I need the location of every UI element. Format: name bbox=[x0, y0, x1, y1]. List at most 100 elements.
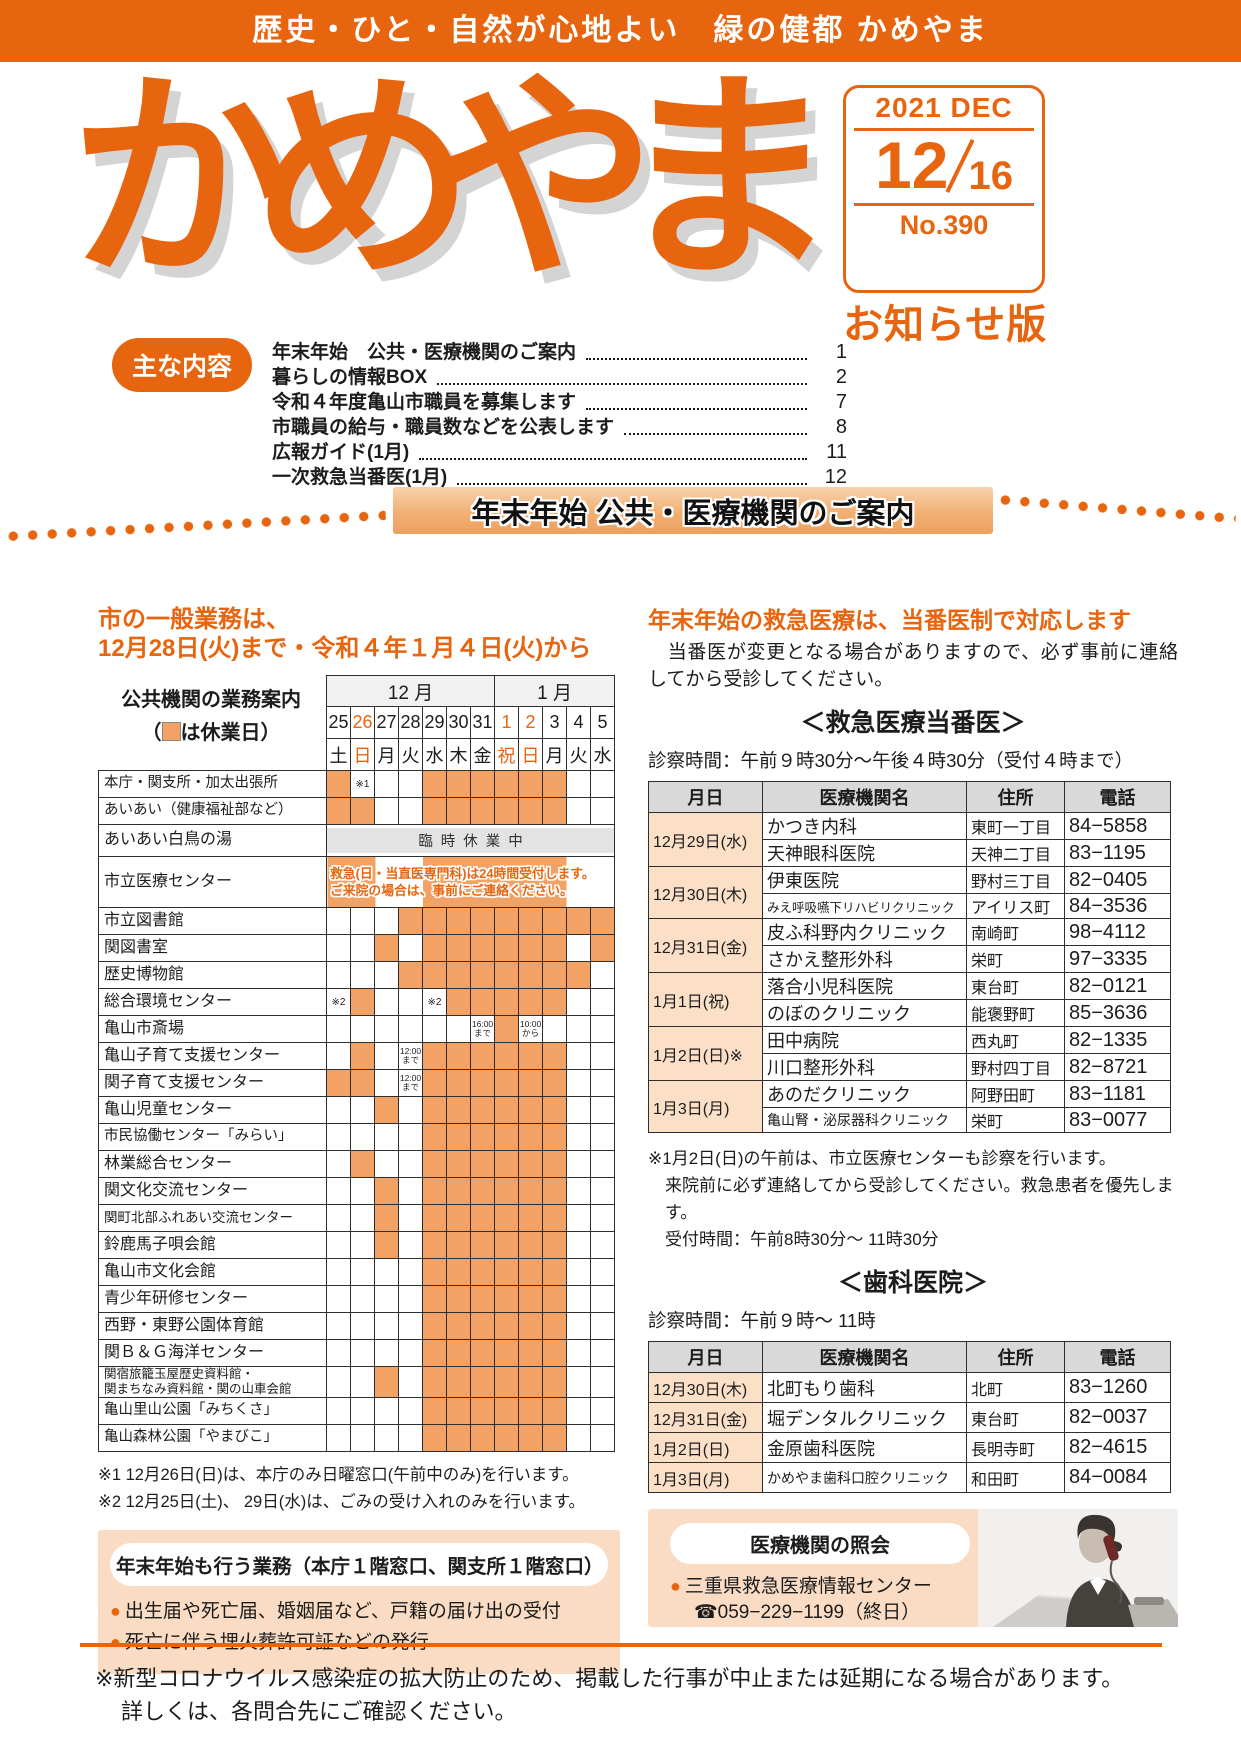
emergency-note-3: 受付時間：午前8時30分～ 11時30分 bbox=[665, 1230, 939, 1249]
closed-day-cell bbox=[542, 1285, 568, 1313]
open-day-cell bbox=[350, 1424, 375, 1452]
facility-row: 関宿旅籠玉屋歴史資料館・ 関まちなみ資料館・関の山車会館 bbox=[98, 1366, 616, 1398]
facility-row: 亀山里山公園「みちくさ」 bbox=[98, 1397, 616, 1425]
closed-day-cell bbox=[542, 1258, 568, 1286]
clinic-address: 野村四丁目 bbox=[966, 1053, 1065, 1081]
closed-day-cell bbox=[469, 1150, 496, 1178]
temporary-closure-label: 臨時休業中 bbox=[327, 828, 614, 853]
facility-row: 関文化交流センター bbox=[98, 1177, 616, 1205]
open-day-cell bbox=[374, 1042, 399, 1070]
closed-day-cell bbox=[446, 1258, 471, 1286]
closed-day-cell bbox=[446, 1339, 471, 1367]
divider-line bbox=[854, 203, 1034, 206]
clinic-address: 南崎町 bbox=[966, 918, 1065, 946]
toc-item-label: 一次救急当番医(1月) bbox=[272, 467, 448, 488]
doctor-row: 1月2日(日)※ 田中病院 西丸町 82−1335 bbox=[648, 1026, 1171, 1081]
partial-hours-line: 10:00 bbox=[519, 1018, 542, 1029]
closed-day-cell bbox=[542, 797, 568, 825]
closed-day-cell bbox=[446, 934, 471, 962]
clinic-address: 東台町 bbox=[966, 1402, 1065, 1433]
calendar-day-cell: 月 bbox=[542, 738, 568, 771]
open-day-cell bbox=[398, 770, 423, 798]
clinic-name: 皮ふ科野内クリニック bbox=[762, 918, 967, 946]
clinic-phone: 82−1335 bbox=[1064, 1026, 1171, 1054]
closed-day-cell bbox=[518, 1339, 544, 1367]
dental-table-title: ＜歯科医院＞ bbox=[837, 1269, 988, 1297]
medical-inquiry-box: 医療機関の照会 三重県救急医療情報センター ☎059−229−1199（終日） bbox=[648, 1509, 1178, 1627]
closed-day-cell bbox=[446, 1150, 471, 1178]
city-slogan: 歴史・ひと・自然が心地よい 緑の健都 かめやま bbox=[252, 14, 989, 47]
facility-name: 亀山市文化会館 bbox=[98, 1258, 327, 1286]
yearend-services-box: 年末年始も行う業務（本庁１階窓口、関支所１階窓口） 出生届や死亡届、婚姻届など、… bbox=[98, 1530, 620, 1674]
partial-hours-cell: 12:00 まで bbox=[398, 1069, 423, 1097]
open-day-cell bbox=[566, 770, 592, 798]
open-day-cell bbox=[542, 1015, 568, 1043]
clinic-phone: 82−0037 bbox=[1064, 1402, 1171, 1433]
facility-row: 歴史博物館 bbox=[98, 961, 616, 989]
calendar-day-cell: 祝 bbox=[494, 738, 520, 771]
open-day-cell bbox=[350, 1015, 375, 1043]
clinic-name: 金原歯科医院 bbox=[762, 1432, 967, 1463]
open-day-cell bbox=[326, 961, 351, 989]
closed-day-cell bbox=[446, 988, 471, 1016]
closed-day-cell bbox=[446, 1123, 471, 1151]
closed-day-cell bbox=[518, 1312, 544, 1340]
closed-day-cell bbox=[469, 1285, 496, 1313]
closed-day-cell bbox=[422, 1204, 447, 1232]
closed-day-cell bbox=[350, 1069, 375, 1097]
closed-day-cell bbox=[469, 770, 496, 798]
services-bullet-1: 出生届や死亡届、婚姻届など、戸籍の届け出の受付 bbox=[110, 1596, 608, 1627]
closed-day-cell bbox=[542, 1424, 568, 1452]
clinic-phone: 84−0084 bbox=[1064, 1462, 1171, 1493]
facility-name: 本庁・関支所・加太出張所 bbox=[98, 770, 327, 798]
doctor-row: 天神眼科医院 天神二丁目 83−1195 bbox=[649, 839, 1171, 867]
calendar-date-cell: 30 bbox=[446, 706, 471, 739]
closed-day-cell bbox=[446, 1204, 471, 1232]
facility-row: 市民協働センター「みらい」 bbox=[98, 1123, 616, 1151]
toc-item: 市職員の給与・職員数などを公表します 8 bbox=[272, 415, 847, 440]
footer-note: ※新型コロナウイルス感染症の拡大防止のため、掲載した行事が中止または延期になる場… bbox=[95, 1662, 1165, 1728]
open-day-cell bbox=[398, 1150, 423, 1178]
facility-name: 亀山里山公園「みちくさ」 bbox=[98, 1397, 327, 1425]
calendar-day-cell: 日 bbox=[518, 738, 544, 771]
closed-day-cell bbox=[446, 1069, 471, 1097]
calendar-date-cell: 25 bbox=[326, 706, 351, 739]
closed-day-cell bbox=[542, 961, 568, 989]
dental-row: 12月31日(金) 堀デンタルクリニック 東台町 82−0037 bbox=[648, 1402, 1171, 1433]
closed-day-cell bbox=[542, 1366, 568, 1398]
clinic-name: 天神眼科医院 bbox=[762, 839, 967, 867]
closed-day-cell bbox=[518, 1096, 544, 1124]
open-day-cell bbox=[566, 1150, 592, 1178]
closed-day-cell bbox=[494, 1150, 520, 1178]
open-day-cell bbox=[566, 1312, 592, 1340]
closed-day-cell bbox=[518, 907, 544, 935]
closed-day-cell bbox=[422, 1042, 447, 1070]
open-day-cell bbox=[590, 1204, 616, 1232]
facility-name: あいあい白鳥の湯 bbox=[98, 824, 327, 857]
open-day-cell bbox=[326, 907, 351, 935]
open-day-cell bbox=[566, 797, 592, 825]
toc-item: 年末年始 公共・医療機関のご案内 1 bbox=[272, 340, 847, 365]
open-day-cell bbox=[566, 1424, 592, 1452]
partial-hours-cell: 12:00 まで bbox=[398, 1042, 423, 1070]
facility-name: 関図書室 bbox=[98, 934, 327, 962]
toc-page-number: 1 bbox=[835, 341, 848, 363]
section-banner-title: 年末年始 公共・医療機関のご案内 bbox=[471, 497, 915, 530]
calendar-label-line1: 公共機関の業務案内 bbox=[121, 689, 301, 711]
calendar-day-cell: 火 bbox=[398, 738, 423, 771]
partial-hours-line: まで bbox=[401, 1055, 419, 1065]
closed-day-cell bbox=[469, 1096, 496, 1124]
closed-day-cell bbox=[374, 1096, 399, 1124]
open-day-cell bbox=[398, 1366, 423, 1398]
open-day-cell bbox=[590, 1069, 616, 1097]
closed-day-cell bbox=[518, 1150, 544, 1178]
closed-day-cell bbox=[422, 1312, 447, 1340]
doctor-row: 12月30日(木) 伊東医院 野村三丁目 82−0405 bbox=[648, 866, 1171, 919]
clinic-address: 栄町 bbox=[966, 945, 1065, 973]
partial-hours-cell: 10:00 から bbox=[518, 1015, 544, 1043]
open-day-cell bbox=[590, 1258, 616, 1286]
open-day-cell bbox=[326, 1123, 351, 1151]
footnote-marker-cell: ※1 bbox=[350, 770, 375, 798]
left-column: 市の一般業務は、 12月28日(火)まで・令和４年１月４日(火)から 公共機関の… bbox=[98, 605, 620, 1674]
